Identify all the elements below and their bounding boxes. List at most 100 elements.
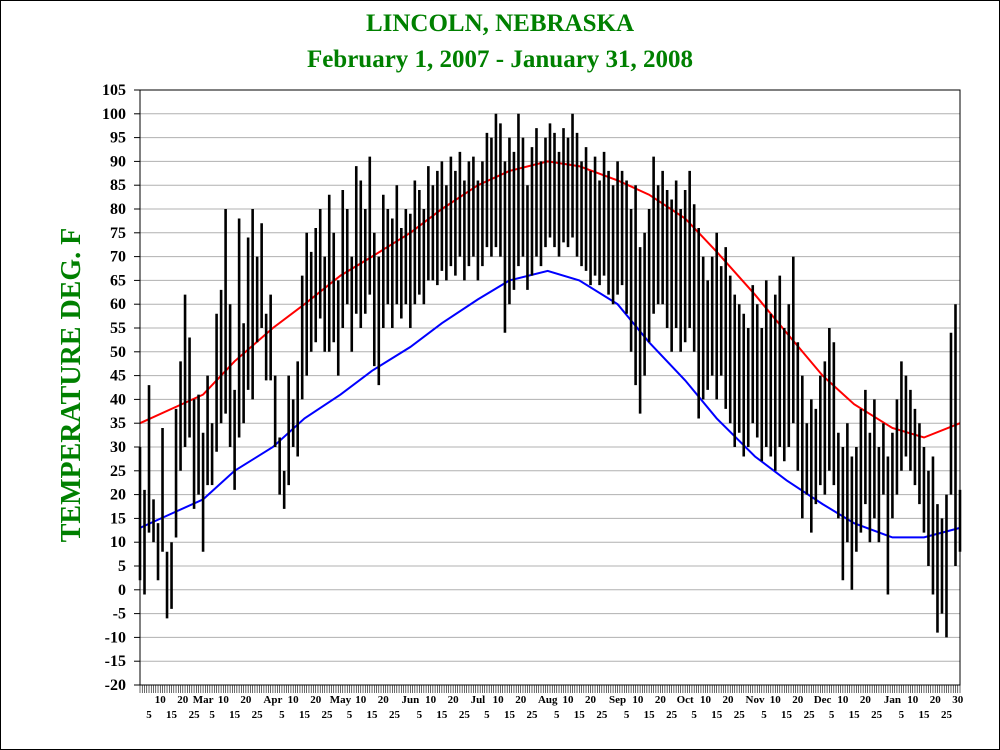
y-tick-label-105: 105 [102,82,126,99]
chart-title: LINCOLN, NEBRASKA [365,10,635,37]
x-tick-label: 25 [941,709,953,721]
y-tick-label--15: -15 [105,653,126,670]
x-tick-label: 15 [781,709,793,721]
x-tick-label: 25 [389,709,401,721]
x-tick-label: 10 [218,694,230,706]
y-tick-label-0: 0 [118,582,126,599]
x-tick-label: 5 [624,709,630,721]
x-tick-label: 25 [252,709,264,721]
x-tick-label: 10 [563,694,575,706]
x-tick-label: 25 [526,709,538,721]
y-tick-label-70: 70 [110,249,126,266]
y-tick-label-95: 95 [110,130,126,147]
axis-layer: -20-15-10-505101520253035404550556065707… [102,82,964,721]
y-tick-label-60: 60 [110,296,126,313]
data-layer [138,113,962,638]
x-tick-label: 20 [860,694,872,706]
x-tick-label: 5 [209,709,215,721]
x-tick-label: 5 [279,709,285,721]
x-tick-label: 20 [655,694,667,706]
y-tick-label--10: -10 [105,629,126,646]
x-tick-label: 20 [792,694,804,706]
y-tick-label-80: 80 [110,201,126,218]
x-tick-label: Nov [746,694,765,706]
x-tick-label: 25 [804,709,816,721]
x-tick-label: 20 [448,694,460,706]
y-tick-label-25: 25 [110,463,126,480]
x-tick-label: 15 [644,709,656,721]
x-tick-label: 5 [691,709,697,721]
x-tick-label: 15 [849,709,861,721]
y-tick-label-55: 55 [110,320,126,337]
y-tick-label-45: 45 [110,368,126,385]
x-tick-label: 25 [459,709,471,721]
x-tick-label: Sep [609,694,626,706]
x-tick-label: Dec [814,694,832,706]
x-tick-label: Oct [677,694,694,706]
x-tick-label: 15 [299,709,311,721]
x-tick-label: 10 [493,694,505,706]
x-tick-label: Jun [401,694,419,706]
x-tick-label: 25 [666,709,678,721]
y-tick-label-35: 35 [110,415,126,432]
x-tick-label: 20 [930,694,942,706]
x-tick-label: 10 [632,694,644,706]
x-tick-label: 20 [310,694,322,706]
x-tick-label: 25 [189,709,201,721]
x-tick-label: 15 [711,709,723,721]
y-tick-label-40: 40 [110,391,126,408]
x-tick-label: 25 [321,709,333,721]
x-tick-label: 25 [596,709,608,721]
x-tick-label: 20 [378,694,390,706]
x-tick-label: May [330,694,352,706]
series-line-0 [139,160,961,439]
x-tick-label: 5 [417,709,423,721]
x-tick-label: 30 [952,694,964,706]
x-tick-label: 10 [907,694,919,706]
x-tick-label: 5 [829,709,835,721]
y-tick-label-85: 85 [110,177,126,194]
x-tick-label: 20 [585,694,597,706]
y-tick-label--5: -5 [113,606,126,623]
x-tick-label: 15 [166,709,178,721]
x-tick-label: 10 [288,694,300,706]
x-tick-label: 5 [146,709,152,721]
y-tick-label-10: 10 [110,534,126,551]
y-tick-label-65: 65 [110,272,126,289]
y-tick-label-100: 100 [102,106,126,123]
x-tick-label: 10 [155,694,167,706]
chart-subtitle: February 1, 2007 - January 31, 2008 [306,46,694,73]
y-tick-label-15: 15 [110,510,126,527]
x-tick-label: 20 [722,694,734,706]
y-axis-label: TEMPERATURE DEG. F [56,228,87,543]
x-tick-label: 15 [436,709,448,721]
y-tick-label-75: 75 [110,225,126,242]
y-tick-label-5: 5 [118,558,126,575]
y-tick-label-30: 30 [110,439,126,456]
x-tick-label: Aug [538,694,558,706]
x-tick-label: 5 [899,709,905,721]
x-tick-label: 15 [367,709,379,721]
x-tick-label: 10 [425,694,437,706]
x-tick-label: Jan [884,694,901,706]
x-tick-label: 5 [761,709,767,721]
x-tick-label: 5 [347,709,353,721]
series-line-1 [139,269,961,539]
x-tick-label: 10 [770,694,782,706]
x-tick-label: 15 [574,709,586,721]
x-tick-label: 5 [484,709,490,721]
x-tick-label: 5 [554,709,560,721]
y-tick-label-50: 50 [110,344,126,361]
x-tick-label: 25 [734,709,746,721]
x-tick-label: 25 [871,709,883,721]
x-tick-label: Mar [193,694,214,706]
x-tick-label: 20 [515,694,527,706]
x-tick-label: 10 [355,694,367,706]
x-tick-label: 10 [837,694,849,706]
x-tick-label: 20 [240,694,252,706]
x-tick-label: 10 [700,694,712,706]
x-tick-label: Apr [263,694,282,706]
x-tick-label: 15 [918,709,930,721]
x-tick-label: Jul [471,694,486,706]
